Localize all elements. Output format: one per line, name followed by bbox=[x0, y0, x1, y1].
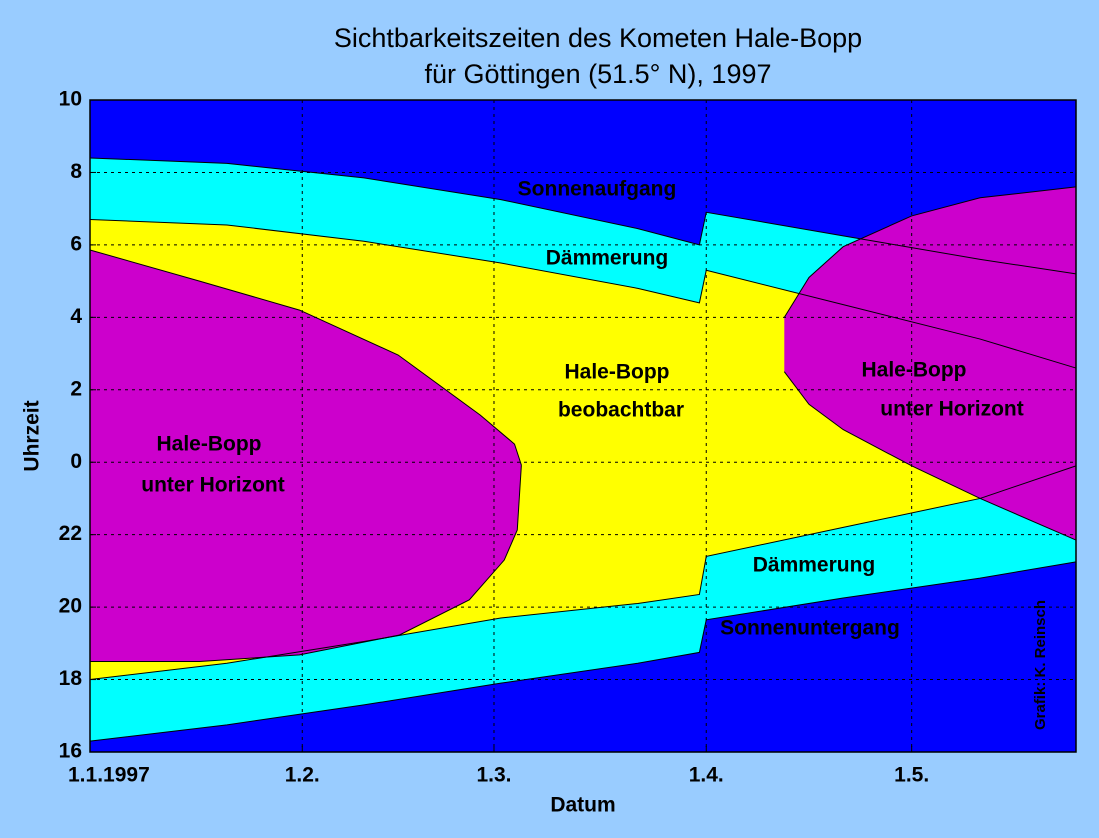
boundary-line bbox=[89, 219, 1077, 369]
annotation: Dämmerung bbox=[753, 554, 876, 577]
annotation: beobachtbar bbox=[558, 399, 684, 422]
annotation: unter Horizont bbox=[141, 474, 284, 497]
band bbox=[784, 186, 1076, 541]
y-tick-label: 20 bbox=[59, 595, 82, 618]
y-tick-label: 4 bbox=[70, 305, 82, 328]
annotation: Sonnenaufgang bbox=[518, 178, 677, 201]
y-tick-label: 18 bbox=[59, 667, 83, 690]
boundary-line bbox=[89, 561, 1077, 742]
x-tick-label: 1.4. bbox=[689, 764, 724, 787]
boundary-line bbox=[90, 465, 522, 662]
boundary-line bbox=[89, 465, 1077, 681]
band bbox=[90, 249, 522, 662]
boundary-line bbox=[89, 249, 522, 466]
plot-border bbox=[89, 99, 1077, 753]
boundary-line bbox=[89, 157, 1077, 275]
y-tick-label: 22 bbox=[59, 522, 82, 545]
y-tick-label: 16 bbox=[59, 740, 82, 763]
boundary-line bbox=[783, 186, 1077, 318]
annotation: Hale-Bopp bbox=[157, 433, 262, 456]
y-tick-label: 10 bbox=[59, 88, 82, 111]
credit: Grafik: K. Reinsch bbox=[1032, 600, 1049, 730]
annotation: Hale-Bopp bbox=[862, 359, 967, 382]
x-axis-label: Datum bbox=[550, 794, 615, 817]
annotation: Sonnenuntergang bbox=[720, 617, 900, 640]
y-tick-label: 6 bbox=[70, 232, 82, 255]
y-tick-label: 0 bbox=[70, 450, 82, 473]
y-tick-label: 2 bbox=[70, 377, 82, 400]
annotation: Hale-Bopp bbox=[565, 361, 670, 384]
y-axis-label: Uhrzeit bbox=[21, 400, 44, 471]
x-tick-label: 1.3. bbox=[476, 764, 511, 787]
x-tick-label: 1.5. bbox=[894, 764, 929, 787]
boundary-line bbox=[783, 371, 1077, 541]
chart-title: Sichtbarkeitszeiten des Kometen Hale-Bop… bbox=[334, 23, 862, 53]
x-tick-label: 1.1.1997 bbox=[68, 764, 150, 787]
y-tick-label: 8 bbox=[70, 160, 82, 183]
annotation: Dämmerung bbox=[546, 247, 669, 270]
annotation: unter Horizont bbox=[880, 398, 1023, 421]
chart-subtitle: für Göttingen (51.5° N), 1997 bbox=[425, 59, 772, 89]
x-tick-label: 1.2. bbox=[285, 764, 320, 787]
